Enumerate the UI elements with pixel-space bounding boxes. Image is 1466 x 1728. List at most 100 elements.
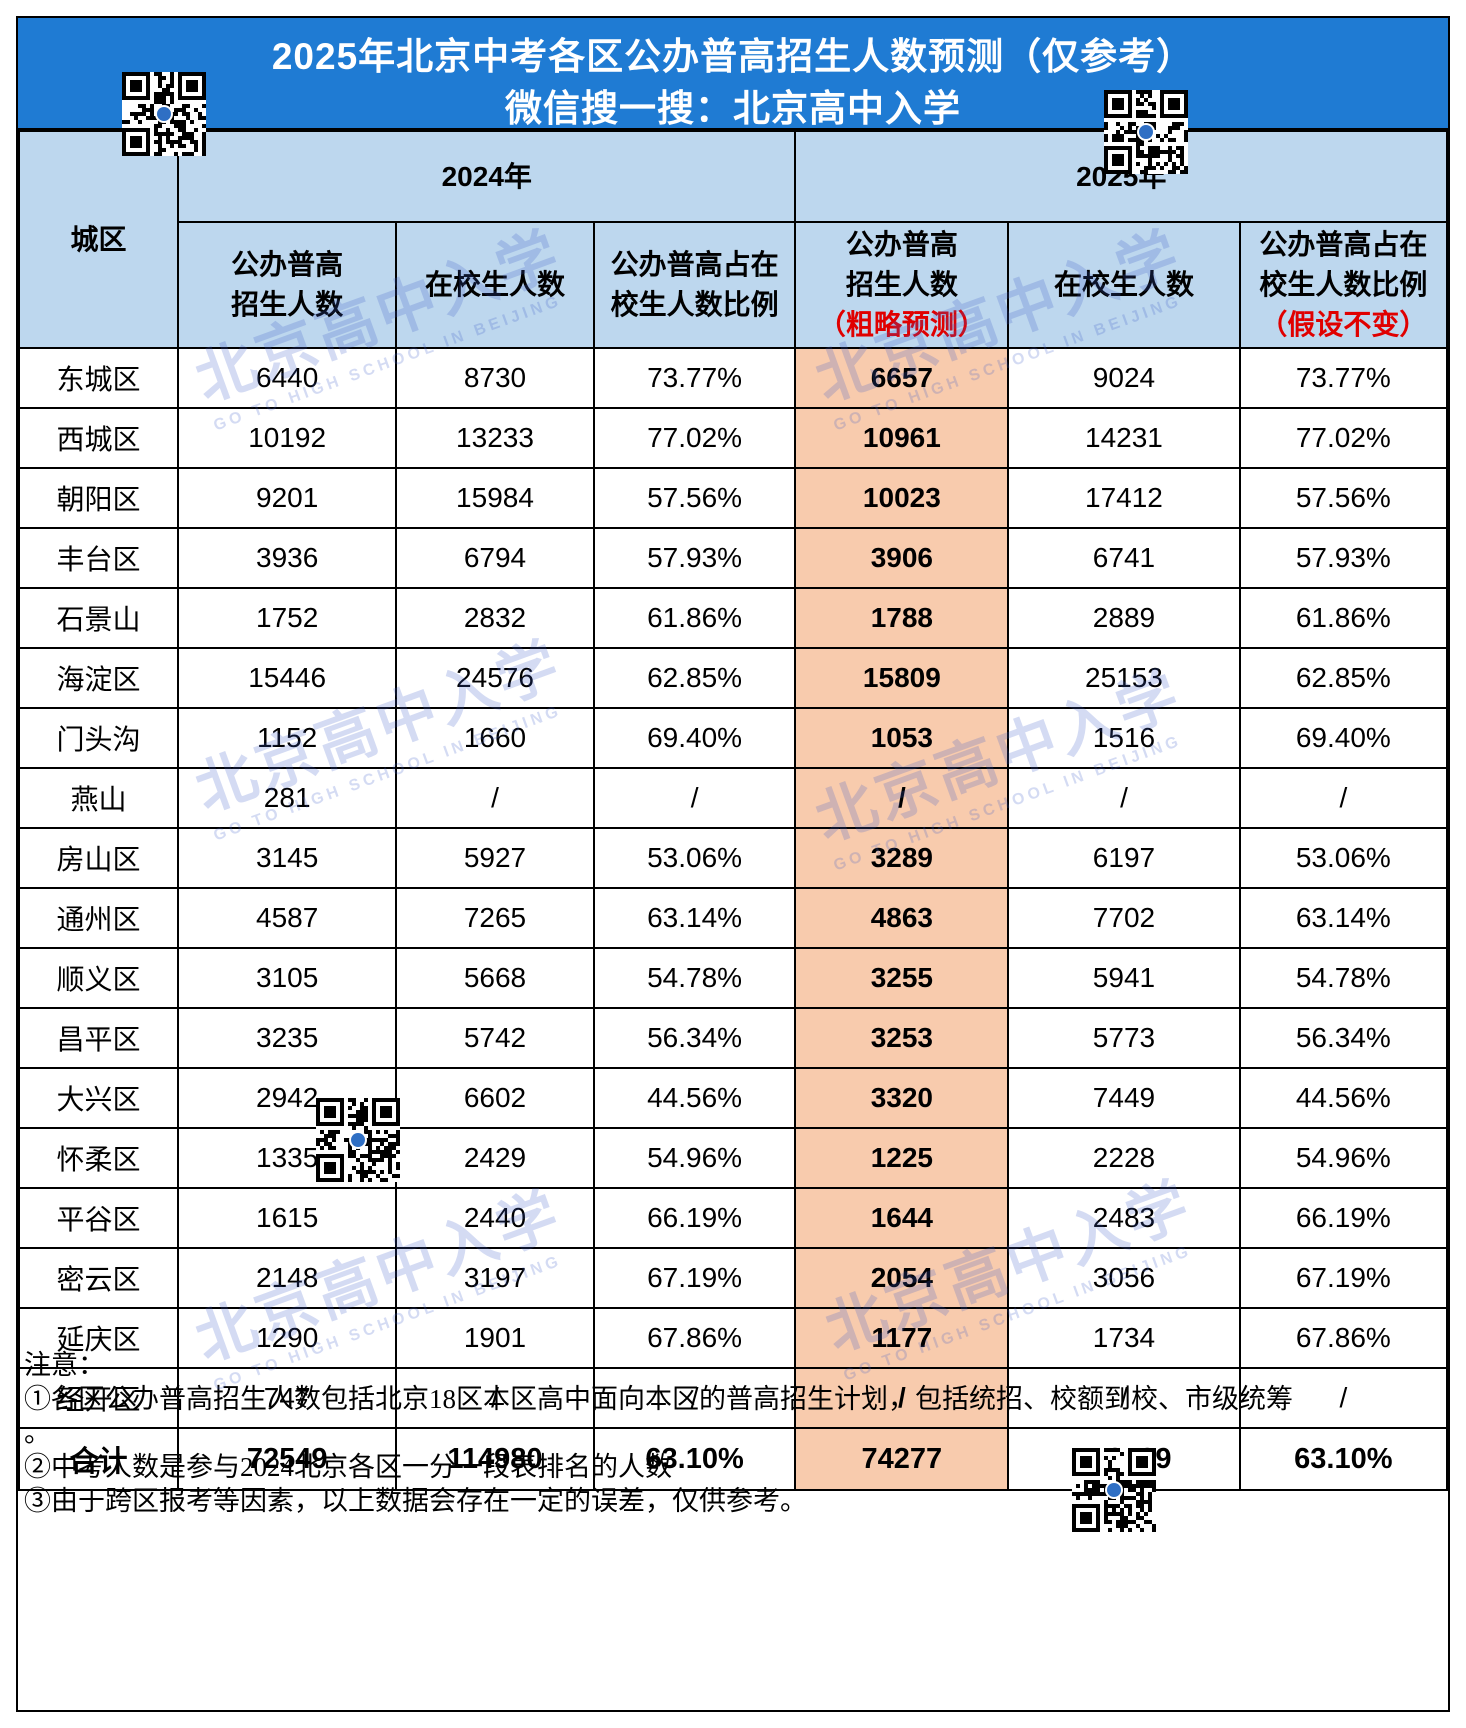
table-row: 密云区 2148 3197 67.19% 2054 3056 67.19% xyxy=(17,1247,1449,1309)
ratio-2024-cell: 57.93% xyxy=(592,527,797,589)
ratio-2024-header: 公办普高占在 校生人数比例 xyxy=(592,221,797,349)
students-2025-cell: 14231 xyxy=(1007,407,1241,469)
enroll-2025-cell: 1225 xyxy=(794,1127,1010,1189)
enroll-2025-cell: 4863 xyxy=(794,887,1010,949)
ratio-2025-cell: / xyxy=(1238,767,1449,829)
enroll-2025-cell: / xyxy=(794,1367,1010,1429)
district-name-cell: 昌平区 xyxy=(17,1007,180,1069)
district-name-cell: 平谷区 xyxy=(17,1187,180,1249)
students-2024-cell: 2440 xyxy=(395,1187,595,1249)
students-2024-cell: 6794 xyxy=(395,527,595,589)
students-2025-cell: / xyxy=(1007,1367,1241,1429)
ratio-2024-cell: 54.78% xyxy=(592,947,797,1009)
header-text: 公办普高占在 xyxy=(610,249,779,280)
district-name-cell: 延庆区 xyxy=(17,1307,180,1369)
students-2025-cell: 17412 xyxy=(1007,467,1241,529)
header-text: 校生人数比例 xyxy=(610,289,779,320)
district-name-cell: 丰台区 xyxy=(17,527,180,589)
students-2024-cell: 3197 xyxy=(395,1247,595,1309)
district-name-cell: 房山区 xyxy=(17,827,180,889)
students-2025-cell: 6741 xyxy=(1007,527,1241,589)
table-row: 怀柔区 1335 2429 54.96% 1225 2228 54.96% xyxy=(17,1127,1449,1189)
enroll-2024-cell: 6440 xyxy=(177,347,398,409)
students-2024-cell: 1660 xyxy=(395,707,595,769)
ratio-2025-cell: 63.10% xyxy=(1238,1427,1449,1491)
students-2024-cell: 2429 xyxy=(395,1127,595,1189)
title-banner: 2025年北京中考各区公办普高招生人数预测（仅参考） 微信搜一搜：北京高中入学 xyxy=(18,18,1448,130)
ratio-2025-cell: 54.96% xyxy=(1238,1127,1449,1189)
students-2024-cell: 5927 xyxy=(395,827,595,889)
ratio-2025-cell: 56.34% xyxy=(1238,1007,1449,1069)
enrollment-table: 城区 2024年 2025年 公办普高 招生人数 在校生人数 公办普高占在 校生… xyxy=(17,130,1449,1491)
ratio-2024-cell: 63.14% xyxy=(592,887,797,949)
district-name-cell: 大兴区 xyxy=(17,1067,180,1129)
header-text: 公办普高 xyxy=(231,249,344,280)
district-name-cell: 海淀区 xyxy=(17,647,180,709)
district-name-cell: 门头沟 xyxy=(17,707,180,769)
students-2025-cell: 5773 xyxy=(1007,1007,1241,1069)
students-2025-header: 在校生人数 xyxy=(1007,221,1241,349)
enroll-2024-cell: 3936 xyxy=(177,527,398,589)
ratio-2025-cell: 67.86% xyxy=(1238,1307,1449,1369)
ratio-2024-cell: 66.19% xyxy=(592,1187,797,1249)
district-header: 城区 xyxy=(17,130,180,349)
students-2024-cell: 1901 xyxy=(395,1307,595,1369)
ratio-2024-cell: 61.86% xyxy=(592,587,797,649)
district-name-cell: 东城区 xyxy=(17,347,180,409)
district-name-cell: 通州区 xyxy=(17,887,180,949)
enroll-2025-cell: 74277 xyxy=(794,1427,1010,1491)
ratio-2025-cell: / xyxy=(1238,1367,1449,1429)
students-2024-cell: 6602 xyxy=(395,1067,595,1129)
students-2025-cell: 1516 xyxy=(1007,707,1241,769)
enroll-2024-cell: 1615 xyxy=(177,1187,398,1249)
page-title: 2025年北京中考各区公办普高招生人数预测（仅参考） xyxy=(271,36,1195,77)
enroll-2025-cell: 2054 xyxy=(794,1247,1010,1309)
district-name-cell: 合计 xyxy=(17,1427,180,1491)
ratio-2024-cell: 63.10% xyxy=(592,1427,797,1491)
ratio-2024-cell: 67.86% xyxy=(592,1307,797,1369)
header-text: 招生人数 xyxy=(231,289,344,320)
enroll-2025-cell: 10023 xyxy=(794,467,1010,529)
table-row: 燕山 281// / / / xyxy=(17,767,1449,829)
students-2024-cell: 5668 xyxy=(395,947,595,1009)
ratio-2024-cell: 57.56% xyxy=(592,467,797,529)
students-2024-cell: 8730 xyxy=(395,347,595,409)
students-2025-cell: 6197 xyxy=(1007,827,1241,889)
header-text: 校生人数比例 xyxy=(1259,269,1428,300)
qr-code-icon xyxy=(1104,90,1188,174)
notes-section: 注意： ①各区公办普高招生人数包括北京18区本区高中面向本区的普高招生计划，包括… xyxy=(24,1348,1434,1518)
students-2024-header: 在校生人数 xyxy=(395,221,595,349)
ratio-2024-cell: 69.40% xyxy=(592,707,797,769)
students-2024-cell: 2832 xyxy=(395,587,595,649)
enroll-2024-cell: 1290 xyxy=(177,1307,398,1369)
qr-code-icon xyxy=(122,72,206,156)
district-name-cell: 朝阳区 xyxy=(17,467,180,529)
enroll-2025-cell: 3289 xyxy=(794,827,1010,889)
enroll-2025-cell: 3253 xyxy=(794,1007,1010,1069)
header-text: 公办普高占在 xyxy=(1259,229,1428,260)
students-2024-cell: 24576 xyxy=(395,647,595,709)
ratio-2024-cell: 44.56% xyxy=(592,1067,797,1129)
ratio-2024-cell: 53.06% xyxy=(592,827,797,889)
students-2024-cell: / xyxy=(395,767,595,829)
note-2: ②中考人数是参与2024北京各区一分一段表排名的人数 xyxy=(24,1452,672,1482)
ratio-2024-cell: / xyxy=(592,767,797,829)
enroll-2024-cell: 15446 xyxy=(177,647,398,709)
table-frame: 2025年北京中考各区公办普高招生人数预测（仅参考） 微信搜一搜：北京高中入学 … xyxy=(16,16,1450,1712)
students-2025-cell: 5941 xyxy=(1007,947,1241,1009)
header-note: （假设不变） xyxy=(1259,309,1428,340)
enroll-2024-header: 公办普高 招生人数 xyxy=(177,221,398,349)
qr-code-icon xyxy=(1072,1448,1156,1532)
enroll-2025-cell: 10961 xyxy=(794,407,1010,469)
students-2025-cell: 2889 xyxy=(1007,587,1241,649)
header-note: （粗略预测） xyxy=(817,309,986,340)
district-name-cell: 经开区 xyxy=(17,1367,180,1429)
year-2024-header: 2024年 xyxy=(177,130,797,223)
district-name-cell: 顺义区 xyxy=(17,947,180,1009)
table-row: 延庆区 1290 1901 67.86% 1177 1734 67.86% xyxy=(17,1307,1449,1369)
enroll-2024-cell: 9201 xyxy=(177,467,398,529)
enroll-2025-cell: 1644 xyxy=(794,1187,1010,1249)
table-row: 通州区 4587 7265 63.14% 4863 7702 63.14% xyxy=(17,887,1449,949)
students-2025-cell: 3056 xyxy=(1007,1247,1241,1309)
